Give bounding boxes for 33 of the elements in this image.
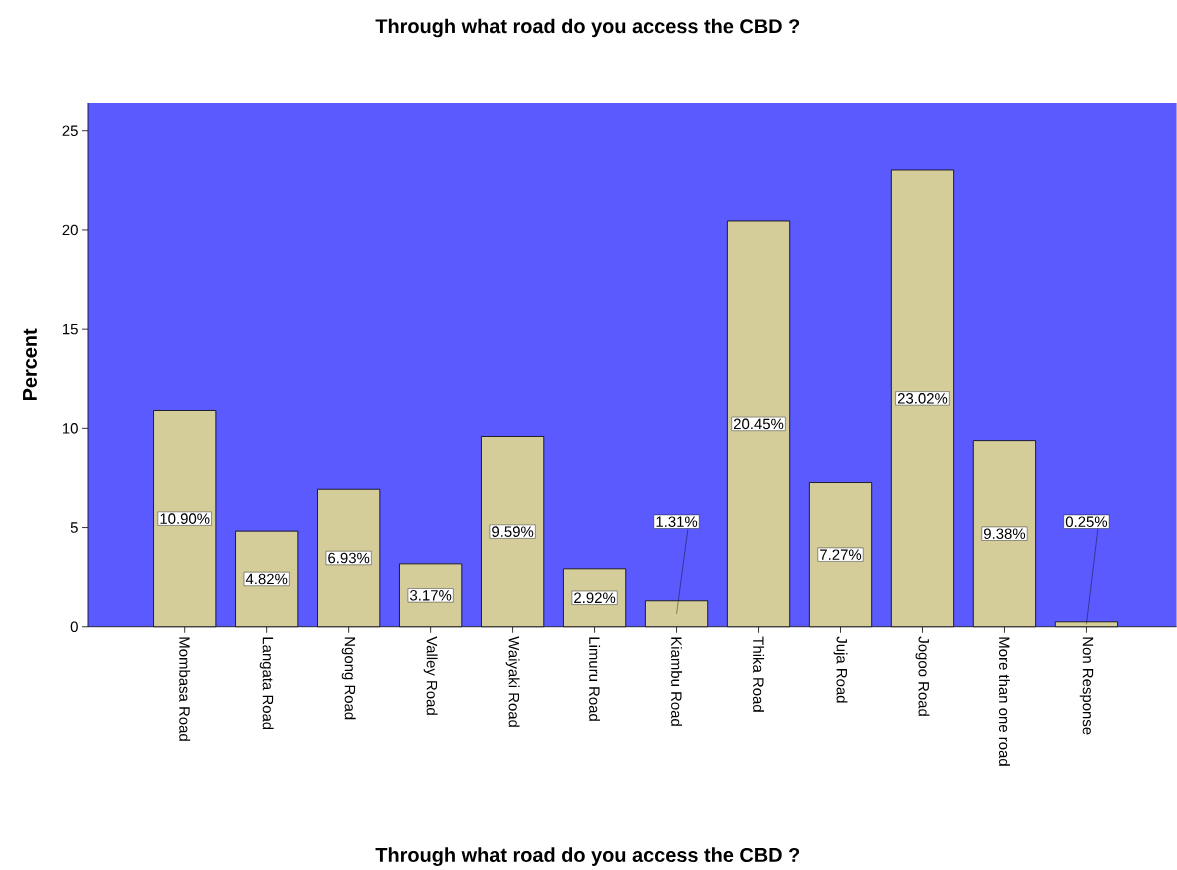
x-tick-label: Waiyaki Road [505,636,520,728]
y-axis-title: Percent [23,328,37,401]
data-label: 9.59% [492,526,534,538]
x-tick-label: Non Response [1079,637,1094,735]
y-tick-label: 0 [70,621,78,633]
data-label: 20.45% [733,418,784,430]
x-tick-label: Kiambu Road [671,637,683,726]
data-label: 9.38% [983,528,1026,540]
x-tick-label: Mombasa Road [179,637,191,741]
x-tick-label: Langata Road [259,637,274,730]
chart-title: Through what road do you access the CBD ? [375,18,800,38]
x-tick-label: More than one road [998,637,1010,766]
data-label: 10.90% [160,513,210,525]
data-label: 6.93% [328,552,370,564]
x-tick-label: Valley Road [423,636,438,715]
x-tick-label: Thika Road [753,636,765,712]
x-axis-title: Through what road do you access the CBD ? [375,847,800,867]
data-label: 1.31% [656,516,698,528]
x-tick-label: Jogoo Road [915,636,930,717]
y-tick-label: 5 [70,522,78,533]
y-tick-label: 25 [62,125,78,137]
data-label: 23.02% [897,393,948,404]
data-label: 2.92% [574,592,616,604]
data-label: 7.27% [820,549,862,561]
y-tick-label: 15 [62,324,78,335]
x-tick-label: Ngong Road [341,637,356,720]
x-tick-label: Limuru Road [589,637,601,721]
y-tick-label: 10 [62,423,78,434]
x-tick-label: Juja Road [833,636,848,703]
y-tick-label: 20 [62,224,78,236]
data-label: 0.25% [1065,516,1108,528]
data-label: 3.17% [410,590,452,601]
data-label: 4.82% [245,573,288,585]
